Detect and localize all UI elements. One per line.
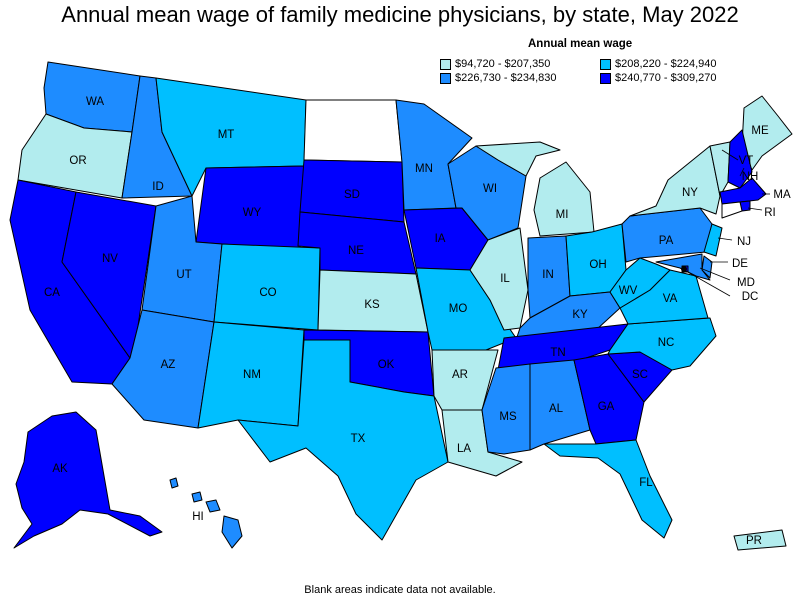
state-label-ga: GA bbox=[598, 401, 615, 413]
state-label-ms: MS bbox=[499, 411, 517, 423]
state-label-ia: IA bbox=[435, 233, 446, 245]
state-label-ne: NE bbox=[348, 245, 364, 257]
legend-swatch-2 bbox=[600, 58, 611, 70]
callout-line-nh bbox=[739, 167, 745, 177]
state-label-dc: DC bbox=[742, 291, 759, 303]
legend-swatch-3 bbox=[440, 72, 451, 84]
state-label-la: LA bbox=[457, 443, 471, 455]
state-wv[interactable] bbox=[609, 257, 671, 309]
state-label-wa: WA bbox=[86, 96, 104, 108]
state-label-wi: WI bbox=[483, 183, 497, 195]
state-label-pr: PR bbox=[746, 535, 762, 547]
state-label-az: AZ bbox=[161, 359, 176, 371]
state-label-nm: NM bbox=[243, 369, 261, 381]
state-label-or: OR bbox=[69, 155, 86, 167]
state-label-mt: MT bbox=[218, 129, 235, 141]
state-label-ar: AR bbox=[452, 369, 468, 381]
state-label-ks: KS bbox=[364, 299, 380, 311]
callout-line-ri bbox=[747, 207, 763, 211]
state-label-tn: TN bbox=[550, 347, 565, 359]
legend-item-3: $226,730 - $234,830 bbox=[440, 72, 600, 84]
state-label-ca: CA bbox=[44, 287, 60, 299]
state-ny[interactable] bbox=[629, 145, 721, 217]
callout-line-nj bbox=[717, 237, 733, 241]
state-ak[interactable] bbox=[13, 411, 163, 549]
legend-swatch-4 bbox=[600, 72, 611, 84]
state-pr[interactable] bbox=[733, 529, 787, 551]
state-label-me: ME bbox=[751, 125, 769, 137]
legend-label-4: $240,770 - $309,270 bbox=[615, 72, 717, 84]
legend-label-2: $208,220 - $224,940 bbox=[615, 58, 717, 70]
state-label-nv: NV bbox=[102, 253, 118, 265]
state-label-nh: NH bbox=[742, 171, 759, 183]
state-label-nj: NJ bbox=[737, 236, 751, 248]
state-tn[interactable] bbox=[497, 323, 629, 371]
state-label-in: IN bbox=[542, 269, 554, 281]
state-label-md: MD bbox=[737, 277, 755, 289]
state-nj[interactable] bbox=[703, 223, 723, 257]
legend-label-3: $226,730 - $234,830 bbox=[455, 72, 557, 84]
state-label-tx: TX bbox=[351, 433, 366, 445]
state-label-oh: OH bbox=[589, 259, 606, 271]
state-label-vt: VT bbox=[739, 155, 754, 167]
state-label-hi: HI bbox=[192, 511, 204, 523]
state-nc[interactable] bbox=[607, 317, 717, 371]
state-label-de: DE bbox=[732, 258, 748, 270]
state-label-id: ID bbox=[152, 181, 164, 193]
dc-marker bbox=[681, 266, 687, 272]
state-il[interactable] bbox=[469, 227, 529, 331]
state-label-nc: NC bbox=[658, 337, 675, 349]
legend-label-1: $94,720 - $207,350 bbox=[455, 58, 551, 70]
state-label-mo: MO bbox=[449, 303, 468, 315]
state-label-al: AL bbox=[549, 403, 564, 415]
state-label-sd: SD bbox=[344, 189, 360, 201]
state-ct[interactable] bbox=[721, 201, 743, 219]
legend-swatch-1 bbox=[440, 58, 451, 70]
callout-line-vt bbox=[721, 149, 739, 161]
state-label-mn: MN bbox=[415, 163, 433, 175]
state-label-ri: RI bbox=[764, 207, 776, 219]
state-label-pa: PA bbox=[659, 235, 674, 247]
legend-item-4: $240,770 - $309,270 bbox=[600, 72, 770, 84]
legend-item-1: $94,720 - $207,350 bbox=[440, 58, 600, 70]
state-label-ny: NY bbox=[682, 187, 698, 199]
state-label-ut: UT bbox=[176, 269, 191, 281]
state-label-sc: SC bbox=[632, 369, 648, 381]
legend: Annual mean wage $94,720 - $207,350 $208… bbox=[440, 38, 780, 84]
state-label-ak: AK bbox=[52, 463, 68, 475]
state-label-co: CO bbox=[259, 287, 276, 299]
legend-title: Annual mean wage bbox=[528, 38, 633, 50]
legend-item-2: $208,220 - $224,940 bbox=[600, 58, 770, 70]
state-label-fl: FL bbox=[639, 477, 653, 489]
state-label-ky: KY bbox=[572, 309, 588, 321]
state-label-wv: WV bbox=[619, 285, 638, 297]
footnote: Blank areas indicate data not available. bbox=[304, 584, 496, 596]
state-label-mi: MI bbox=[556, 209, 569, 221]
state-fl[interactable] bbox=[543, 439, 673, 539]
state-al[interactable] bbox=[529, 359, 591, 451]
state-label-ok: OK bbox=[378, 359, 395, 371]
state-tx[interactable] bbox=[237, 339, 449, 541]
callout-line-md bbox=[699, 267, 731, 281]
state-nh[interactable] bbox=[727, 129, 753, 189]
state-label-ma: MA bbox=[773, 189, 791, 201]
map-title: Annual mean wage of family medicine phys… bbox=[61, 2, 739, 27]
state-nd[interactable] bbox=[303, 99, 403, 163]
state-hi[interactable] bbox=[169, 477, 243, 549]
state-label-va: VA bbox=[663, 293, 678, 305]
state-label-wy: WY bbox=[243, 207, 262, 219]
state-label-il: IL bbox=[500, 273, 510, 285]
callout-line-dc bbox=[685, 270, 731, 297]
